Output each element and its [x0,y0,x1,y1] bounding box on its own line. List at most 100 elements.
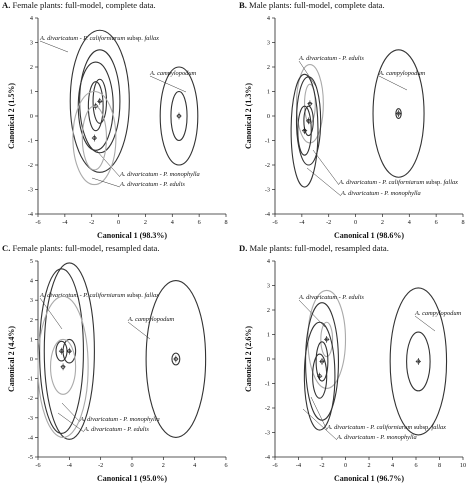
group-label: A. divaricatum - P. californiarum subsp.… [39,35,159,42]
label-leader-line [127,321,151,340]
label-leader-line [378,75,408,91]
confidence-ellipse [303,321,336,431]
confidence-ellipse [49,338,77,395]
y-tick-label: 3 [267,40,270,47]
x-tick-label: -4 [62,219,67,226]
y-tick-label: -4 [28,211,33,218]
group-label: A. campylopodum [127,316,175,323]
confidence-ellipse [297,105,312,156]
y-axis-label: Canonical 2 (1.3%) [244,83,253,149]
y-tick-label: 3 [30,297,33,304]
panel-b-title: B. Male plants: full-model, complete dat… [239,0,385,10]
confidence-ellipse [92,78,108,124]
label-leader-line [95,149,121,178]
x-tick-label: -4 [67,462,72,469]
y-tick-label: -5 [28,454,33,461]
group-label: A. divaricatum - P. edulis [298,294,364,301]
y-tick-label: 1 [30,336,33,343]
x-axis-label: Canonical 1 (98.3%) [97,231,167,240]
x-tick-label: 8 [224,219,227,226]
confidence-ellipse [55,340,68,362]
label-leader-line [91,177,121,188]
y-tick-label: -1 [28,376,33,383]
x-tick-label: -2 [319,462,324,469]
panel-d-title: D. Male plants: full-model, resampled da… [239,243,389,253]
y-tick-label: -4 [28,434,33,441]
y-tick-label: 4 [267,258,270,265]
x-tick-label: 4 [391,462,394,469]
confidence-ellipse [389,287,448,436]
panel-c: C. Female plants: full-model, resampled … [0,243,237,486]
confidence-ellipse [87,81,104,132]
y-tick-label: -1 [265,138,270,145]
x-tick-label: 2 [367,462,370,469]
x-tick-label: -2 [89,219,94,226]
y-tick-label: -2 [265,162,270,169]
label-leader-line [306,167,342,197]
x-tick-label: -6 [35,219,40,226]
y-tick-label: -3 [28,187,33,194]
group-label: A. campylopodum [378,70,426,77]
group-label: A. divaricatum - P. edulis [119,181,185,188]
confidence-ellipse [372,49,425,178]
confidence-ellipse [39,268,84,435]
y-tick-label: 5 [30,258,33,265]
y-tick-label: 0 [30,356,33,363]
y-tick-label: -1 [28,138,33,145]
x-tick-label: 0 [130,462,133,469]
x-tick-label: -4 [299,219,304,226]
group-label: A. divaricatum - P. monophylla [340,190,421,197]
x-tick-label: 2 [381,219,384,226]
x-tick-label: 6 [198,219,201,226]
group-label: A. divaricatum - P. monophylla [79,416,160,423]
y-tick-label: -3 [265,187,270,194]
confidence-ellipse [72,90,117,186]
y-tick-label: 1 [267,332,270,339]
y-tick-label: -3 [28,415,33,422]
label-leader-line [312,149,340,186]
confidence-ellipse [303,83,316,124]
x-tick-label: -4 [296,462,301,469]
confidence-ellipse [81,105,108,171]
confidence-ellipse [37,295,89,438]
y-tick-label: 4 [267,15,270,22]
y-tick-label: -2 [28,395,33,402]
y-tick-label: 2 [267,307,270,314]
label-leader-line [39,40,69,53]
x-tick-label: -6 [35,462,40,469]
y-tick-label: 4 [30,278,33,285]
panel-c-title: C. Female plants: full-model, resampled … [2,243,160,253]
x-tick-label: 0 [354,219,357,226]
group-label: A. divaricatum - P. californiarum subsp.… [39,292,159,299]
y-axis-label: Canonical 2 (2.6%) [244,326,253,392]
panel-a-title: A. Female plants: full-model, complete d… [2,0,156,10]
y-axis-label: Canonical 2 (1.5%) [7,83,16,149]
x-axis-label: Canonical 1 (96.7%) [334,474,404,483]
y-tick-label: 2 [30,317,33,324]
x-tick-label: -6 [272,462,277,469]
group-label: A. divaricatum - P. californiarum subsp.… [338,179,458,186]
confidence-ellipse [312,353,328,399]
label-leader-line [57,412,85,433]
panel-c-chart: -6 -4 -2 0 2 4 6 -5 -4 -3 -2 -1 0 1 2 3 4 5 Canonical 1 (9… [7,258,228,483]
y-tick-label: -3 [265,430,270,437]
label-leader-line [414,315,436,332]
y-tick-label: 1 [30,89,33,96]
group-label: A. divaricatum - P. californiarum subsp.… [326,424,446,431]
confidence-ellipse [159,66,199,166]
panel-a: A. Female plants: full-model, complete d… [0,0,237,243]
x-tick-label: 2 [162,462,165,469]
confidence-ellipse [145,280,207,438]
x-tick-label: 4 [408,219,411,226]
y-tick-label: -1 [265,381,270,388]
x-tick-label: 0 [344,462,347,469]
group-label: A. divaricatum - P. monophylla [119,171,200,178]
confidence-ellipse [303,105,314,137]
x-tick-label: 4 [193,462,196,469]
x-axis-label: Canonical 1 (98.6%) [334,231,404,240]
y-tick-label: 0 [267,356,270,363]
y-tick-label: 2 [30,64,33,71]
confidence-ellipse [395,108,402,120]
